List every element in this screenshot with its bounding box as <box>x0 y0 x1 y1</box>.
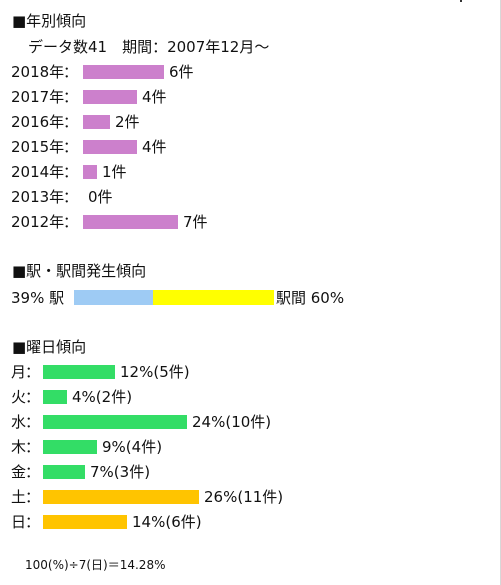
year-bar <box>83 215 178 229</box>
station-distribution-bar: 39% 駅 駅間 60% <box>11 288 371 308</box>
station-section-title: ■駅・駅間発生傾向 <box>12 262 147 280</box>
footnote: 100(%)÷7(日)＝14.28% <box>25 558 166 572</box>
weekday-bar <box>43 490 199 504</box>
weekday-category-label: 木 <box>11 438 27 456</box>
weekday-category-label: 日 <box>11 513 27 531</box>
weekday-value-label: 24%(10件) <box>192 413 272 431</box>
weekday-colon: ： <box>25 413 41 431</box>
year-category-label: 2015年 <box>11 138 65 156</box>
year-value-label: 7件 <box>183 213 208 231</box>
between-stations-segment <box>153 290 274 305</box>
station-share-label: 39% 駅 <box>11 289 65 307</box>
year-value-label: 4件 <box>142 138 167 156</box>
yearly-subtitle: データ数41 期間：2007年12月～ <box>28 38 270 56</box>
year-category-label: 2016年 <box>11 113 65 131</box>
year-colon: ： <box>63 188 79 206</box>
year-bar <box>83 165 97 179</box>
weekday-colon: ： <box>25 488 41 506</box>
yearly-section-title: ■年別傾向 <box>12 12 87 30</box>
year-value-label: 2件 <box>115 113 140 131</box>
year-category-label: 2013年 <box>11 188 65 206</box>
weekday-colon: ： <box>25 388 41 406</box>
weekday-category-label: 金 <box>11 463 27 481</box>
year-value-label: 6件 <box>169 63 194 81</box>
between-stations-share-label: 駅間 60% <box>276 289 345 307</box>
weekday-category-label: 火 <box>11 388 27 406</box>
year-bar <box>83 90 137 104</box>
year-category-label: 2017年 <box>11 88 65 106</box>
year-category-label: 2014年 <box>11 163 65 181</box>
year-category-label: 2012年 <box>11 213 65 231</box>
weekday-value-label: 4%(2件) <box>72 388 133 406</box>
weekday-bar <box>43 515 127 529</box>
year-colon: ： <box>63 213 79 231</box>
weekday-value-label: 9%(4件) <box>102 438 163 456</box>
weekday-category-label: 土 <box>11 488 27 506</box>
weekday-bar <box>43 440 97 454</box>
weekday-colon: ： <box>25 363 41 381</box>
year-value-label: 0件 <box>88 188 113 206</box>
year-bar <box>83 140 137 154</box>
weekday-bar <box>43 390 67 404</box>
weekday-bar <box>43 365 115 379</box>
weekday-colon: ： <box>25 438 41 456</box>
weekday-value-label: 26%(11件) <box>204 488 284 506</box>
year-category-label: 2018年 <box>11 63 65 81</box>
weekday-value-label: 12%(5件) <box>120 363 190 381</box>
weekday-colon: ： <box>25 513 41 531</box>
weekday-colon: ： <box>25 463 41 481</box>
weekday-category-label: 月 <box>11 363 27 381</box>
year-colon: ： <box>63 138 79 156</box>
year-colon: ： <box>63 63 79 81</box>
top-marker-dot <box>460 0 462 2</box>
weekday-section-title: ■曜日傾向 <box>12 338 87 356</box>
year-bar <box>83 115 110 129</box>
year-value-label: 1件 <box>102 163 127 181</box>
weekday-bar <box>43 415 187 429</box>
year-value-label: 4件 <box>142 88 167 106</box>
year-colon: ： <box>63 88 79 106</box>
year-colon: ： <box>63 113 79 131</box>
weekday-bar <box>43 465 85 479</box>
weekday-value-label: 7%(3件) <box>90 463 151 481</box>
weekday-value-label: 14%(6件) <box>132 513 202 531</box>
year-colon: ： <box>63 163 79 181</box>
year-bar <box>83 65 164 79</box>
station-segment <box>74 290 153 305</box>
weekday-category-label: 水 <box>11 413 27 431</box>
